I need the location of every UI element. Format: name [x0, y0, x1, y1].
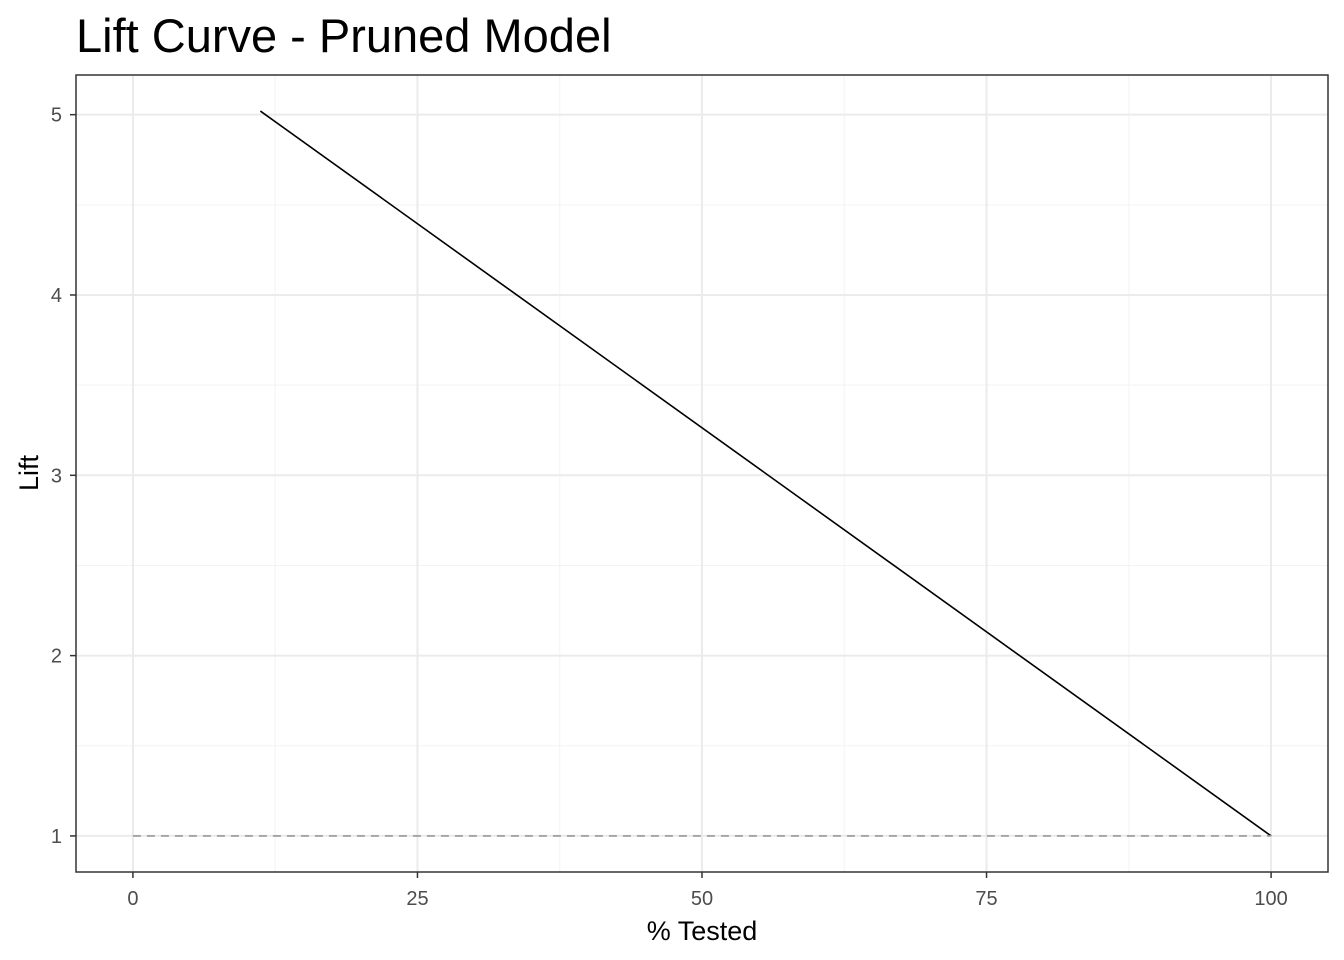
x-axis: 0 25 50 75 100 [127, 872, 1288, 910]
x-tick-label: 50 [691, 888, 713, 910]
lift-series-line [259, 110, 1272, 837]
y-tick-label: 3 [51, 465, 62, 487]
chart-title: Lift Curve - Pruned Model [76, 9, 612, 62]
y-tick-label: 4 [51, 285, 62, 307]
x-tick-label: 75 [975, 888, 997, 910]
y-tick-label: 5 [51, 105, 62, 127]
plot-series [132, 110, 1272, 837]
y-tick-label: 1 [51, 826, 62, 848]
x-axis-title: % Tested [647, 916, 758, 946]
y-axis-title: Lift [14, 454, 44, 491]
y-axis: 1 2 3 4 5 [51, 105, 76, 848]
y-tick-label: 2 [51, 646, 62, 668]
x-tick-label: 0 [127, 888, 138, 910]
x-tick-label: 100 [1254, 888, 1287, 910]
x-tick-label: 25 [406, 888, 428, 910]
